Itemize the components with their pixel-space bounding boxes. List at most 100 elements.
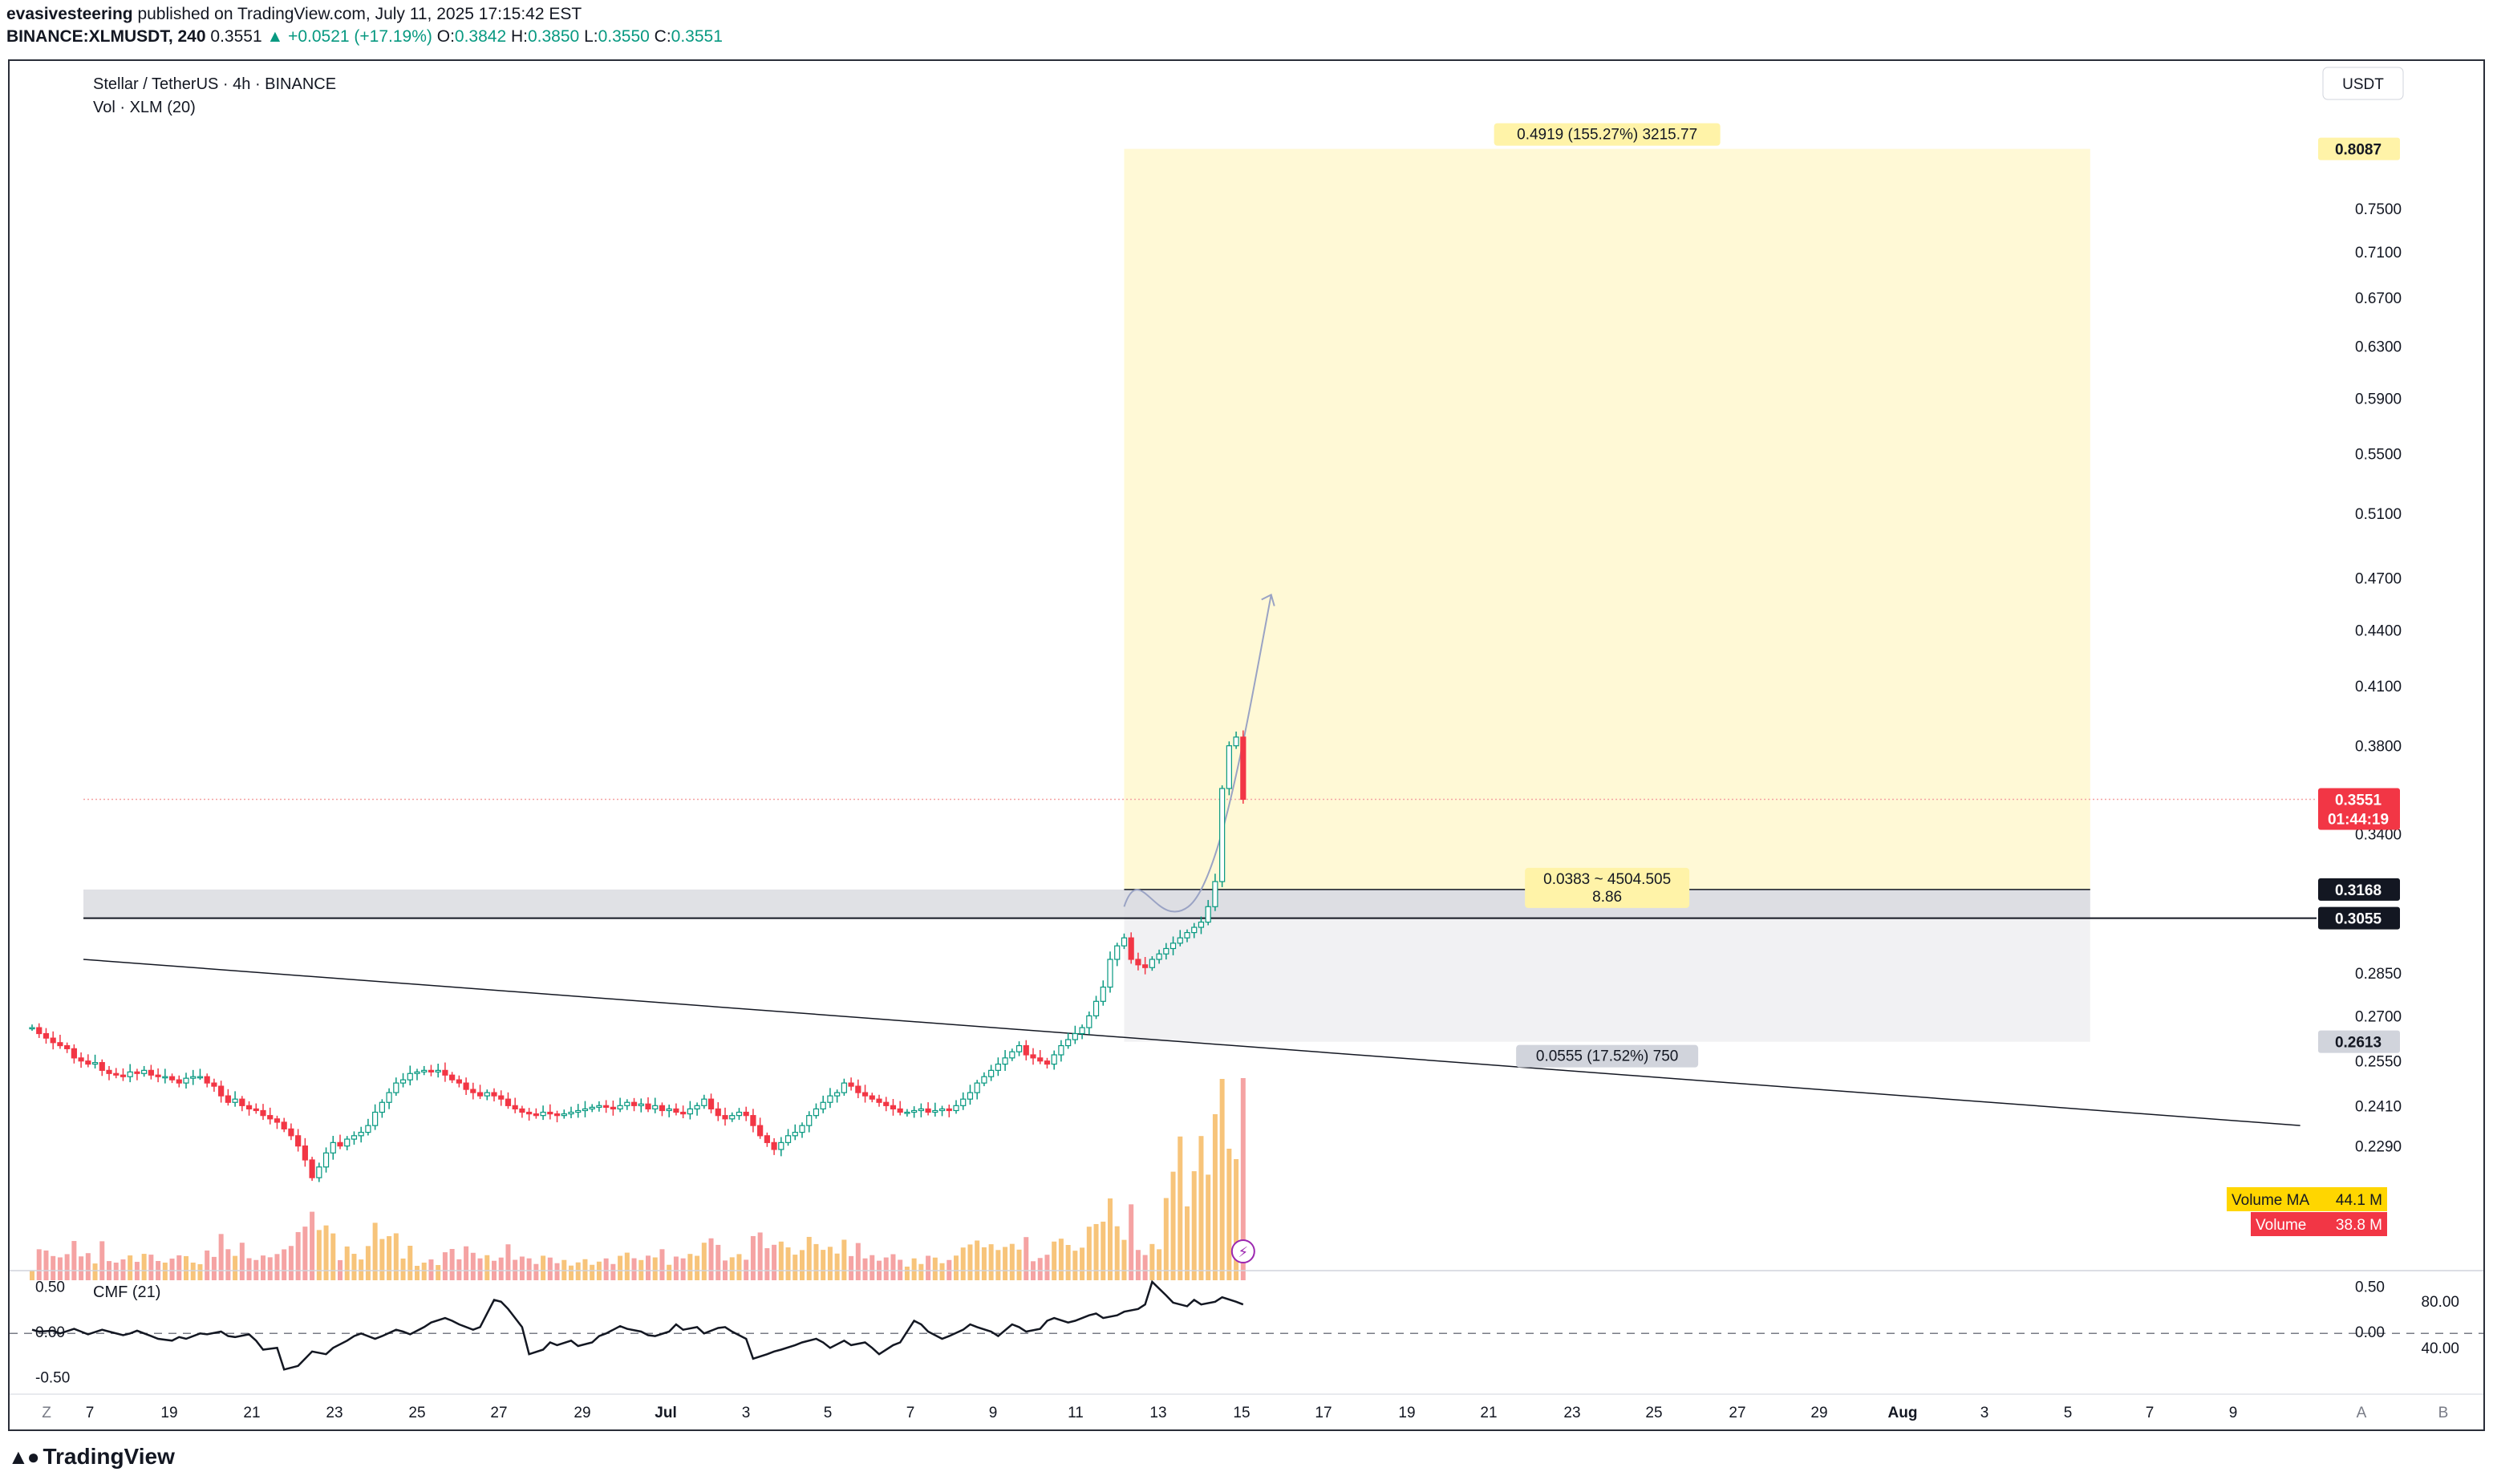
candle-body xyxy=(106,1069,112,1074)
symbol-info: BINANCE:XLMUSDT, 240 0.3551 ▲ +0.0521 (+… xyxy=(6,27,723,47)
candle-body xyxy=(1191,926,1198,934)
candle-body xyxy=(1121,937,1128,947)
candle-body xyxy=(707,1098,715,1110)
candle-body xyxy=(575,1109,582,1113)
volume-bar xyxy=(43,1250,49,1280)
volume-bar xyxy=(1003,1247,1008,1280)
volume-bar xyxy=(855,1243,861,1280)
entry-label-text: 0.0383 ~ 4504.505 xyxy=(1543,871,1671,888)
time-tick: 9 xyxy=(2229,1405,2238,1421)
candle-body xyxy=(393,1082,399,1093)
volume-label: Volume xyxy=(2256,1217,2306,1234)
author[interactable]: evasivesteering xyxy=(6,5,133,23)
volume-bar xyxy=(205,1250,210,1280)
candle-body xyxy=(652,1105,659,1110)
candle-body xyxy=(358,1131,364,1137)
cmf-line xyxy=(31,1279,1244,1371)
volume-bar xyxy=(1065,1245,1071,1280)
target-price-badge-text: 0.8087 xyxy=(2335,142,2382,159)
candle-body xyxy=(36,1027,43,1035)
candle-body xyxy=(617,1105,623,1110)
volume-bar xyxy=(778,1241,784,1280)
candle-body xyxy=(736,1111,743,1117)
volume-bar xyxy=(652,1257,658,1280)
volume-bar xyxy=(225,1249,231,1280)
volume-bar xyxy=(1135,1250,1141,1280)
volume-bar xyxy=(436,1265,441,1280)
volume-bar xyxy=(505,1244,511,1280)
publish-text: published on TradingView.com, July 11, 2… xyxy=(132,5,582,23)
candle-body xyxy=(344,1138,351,1147)
candle-body xyxy=(379,1101,385,1113)
time-tick: 15 xyxy=(1233,1405,1250,1421)
volume-bar xyxy=(883,1257,889,1280)
time-tick: 19 xyxy=(160,1405,177,1421)
price-tick: 0.4100 xyxy=(2355,679,2402,695)
volume-bar xyxy=(246,1258,252,1280)
candle-body xyxy=(757,1125,764,1137)
volume-bar xyxy=(618,1255,623,1280)
symbol: BINANCE:XLMUSDT, 240 xyxy=(6,27,206,46)
candle-body xyxy=(596,1105,602,1108)
candle-body xyxy=(869,1095,875,1100)
volume-bar xyxy=(708,1238,714,1280)
time-axis[interactable]: Z 7 19 21 23 25 27 29 Jul 3 5 7 9 11 13 15 17 19 21 23 25 27 2… xyxy=(10,1393,2483,1421)
candle-body xyxy=(183,1077,189,1084)
time-tick: 5 xyxy=(2064,1405,2073,1421)
low-value: 0.3550 xyxy=(598,27,650,46)
price-tick: 0.3800 xyxy=(2355,739,2402,756)
volume-bar xyxy=(911,1258,917,1280)
candle-body xyxy=(694,1105,700,1110)
volume-bar xyxy=(176,1255,182,1280)
volume-bar xyxy=(667,1264,672,1280)
volume-bar xyxy=(387,1236,392,1280)
candle-body xyxy=(680,1111,687,1115)
cmf-tick-right: 0.00 xyxy=(2355,1324,2385,1341)
volume-badge-bg xyxy=(2251,1212,2387,1236)
candle-body xyxy=(316,1166,322,1178)
candle-body xyxy=(421,1069,428,1072)
chart-frame xyxy=(8,59,2485,1431)
target-label-text: 0.4919 (155.27%) 3215.77 xyxy=(1517,127,1697,144)
volume-bar xyxy=(1052,1241,1057,1280)
candle-body xyxy=(953,1105,959,1112)
volume-bar xyxy=(519,1256,525,1280)
last-price-badge-bg xyxy=(2318,788,2400,830)
volume-bar xyxy=(975,1240,980,1280)
entry-label-bg xyxy=(1525,867,1690,908)
volume-bar xyxy=(261,1255,266,1280)
axis-button: A xyxy=(2357,1405,2367,1421)
time-tick: 23 xyxy=(326,1405,343,1421)
candle-body xyxy=(463,1082,469,1090)
candle-body xyxy=(1135,959,1141,966)
position-zones[interactable] xyxy=(83,148,2090,1042)
tradingview-logo[interactable]: ▲● TradingView xyxy=(8,1444,175,1470)
candle-body xyxy=(295,1135,302,1147)
candle-body xyxy=(918,1108,924,1112)
volume-bar xyxy=(400,1258,406,1280)
candle-body xyxy=(484,1092,490,1097)
volume-bar xyxy=(92,1263,98,1280)
price-tick: 0.4700 xyxy=(2355,570,2402,587)
volume-bar xyxy=(128,1255,133,1280)
volume-bar xyxy=(1191,1171,1197,1280)
candle-body xyxy=(1030,1054,1036,1059)
candle-body xyxy=(245,1105,253,1110)
candle-body xyxy=(1114,945,1121,960)
time-tick: 9 xyxy=(989,1405,998,1421)
volume-bar xyxy=(744,1259,749,1280)
price-axis[interactable]: USDT 0.7500 0.7100 0.6700 0.6300 0.5900 0.5500… xyxy=(1230,67,2404,1263)
volume-bar xyxy=(274,1254,280,1280)
volume-bar xyxy=(1206,1174,1211,1280)
candle-body xyxy=(638,1103,644,1106)
last-price-badge-text: 0.3551 xyxy=(2335,792,2382,809)
volume-bar xyxy=(1170,1171,1176,1280)
candle-body xyxy=(91,1062,99,1065)
time-tick: 29 xyxy=(1810,1405,1827,1421)
volume-bar xyxy=(603,1258,609,1280)
cmf-tick-left: -0.50 xyxy=(35,1369,70,1386)
candle-body xyxy=(876,1098,882,1103)
volume-bar xyxy=(981,1247,987,1280)
volume-bar xyxy=(806,1236,812,1280)
